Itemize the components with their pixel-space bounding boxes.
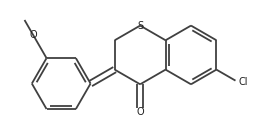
Text: O: O: [136, 107, 144, 117]
Text: O: O: [29, 30, 37, 40]
Text: Cl: Cl: [238, 77, 248, 87]
Text: S: S: [137, 21, 143, 31]
